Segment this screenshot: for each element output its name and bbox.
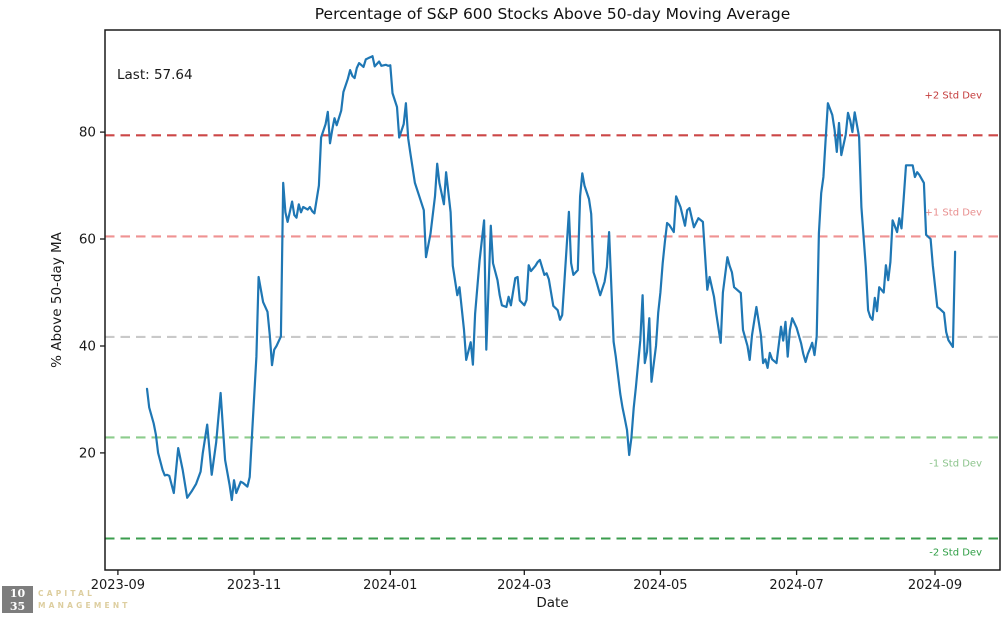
plot-border (104, 29, 1001, 571)
x-tick-label-4: 2024-05 (633, 578, 687, 593)
logo-1035-badge: 10 35 (2, 586, 33, 613)
x-axis-label: Date (536, 595, 569, 611)
y-axis-label: % Above 50-day MA (49, 232, 65, 368)
x-tick-label-6: 2024-09 (908, 578, 962, 593)
y-tick-label-0: 20 (79, 445, 96, 461)
ref-line-label-1: +1 Std Dev (925, 207, 983, 218)
chart-title: Percentage of S&P 600 Stocks Above 50-da… (314, 5, 791, 23)
ref-line-label-0: +2 Std Dev (925, 90, 983, 101)
series-line (145, 55, 957, 502)
logo-word-management: MANAGEMENT (38, 600, 131, 610)
logo-number-bottom: 35 (9, 600, 26, 613)
x-tick-label-2: 2024-01 (363, 578, 417, 593)
logo-number-top: 10 (9, 587, 26, 600)
last-value-annotation: Last: 57.64 (117, 67, 193, 83)
ref-line-label-3: -1 Std Dev (929, 458, 982, 469)
x-tick-label-1: 2023-11 (227, 578, 281, 593)
logo-wordmark: CAPITAL MANAGEMENT (38, 588, 131, 611)
y-tick-label-1: 40 (79, 339, 96, 355)
x-tick-label-0: 2023-09 (91, 578, 145, 593)
y-tick-label-2: 60 (79, 232, 96, 248)
x-tick-label-3: 2024-03 (497, 578, 551, 593)
ref-line-label-4: -2 Std Dev (929, 548, 982, 559)
capital-management-logo: 10 35 CAPITAL MANAGEMENT (2, 586, 131, 613)
logo-word-capital: CAPITAL (38, 589, 96, 598)
x-tick-label-5: 2024-07 (769, 578, 823, 593)
y-tick-label-3: 80 (79, 125, 96, 141)
